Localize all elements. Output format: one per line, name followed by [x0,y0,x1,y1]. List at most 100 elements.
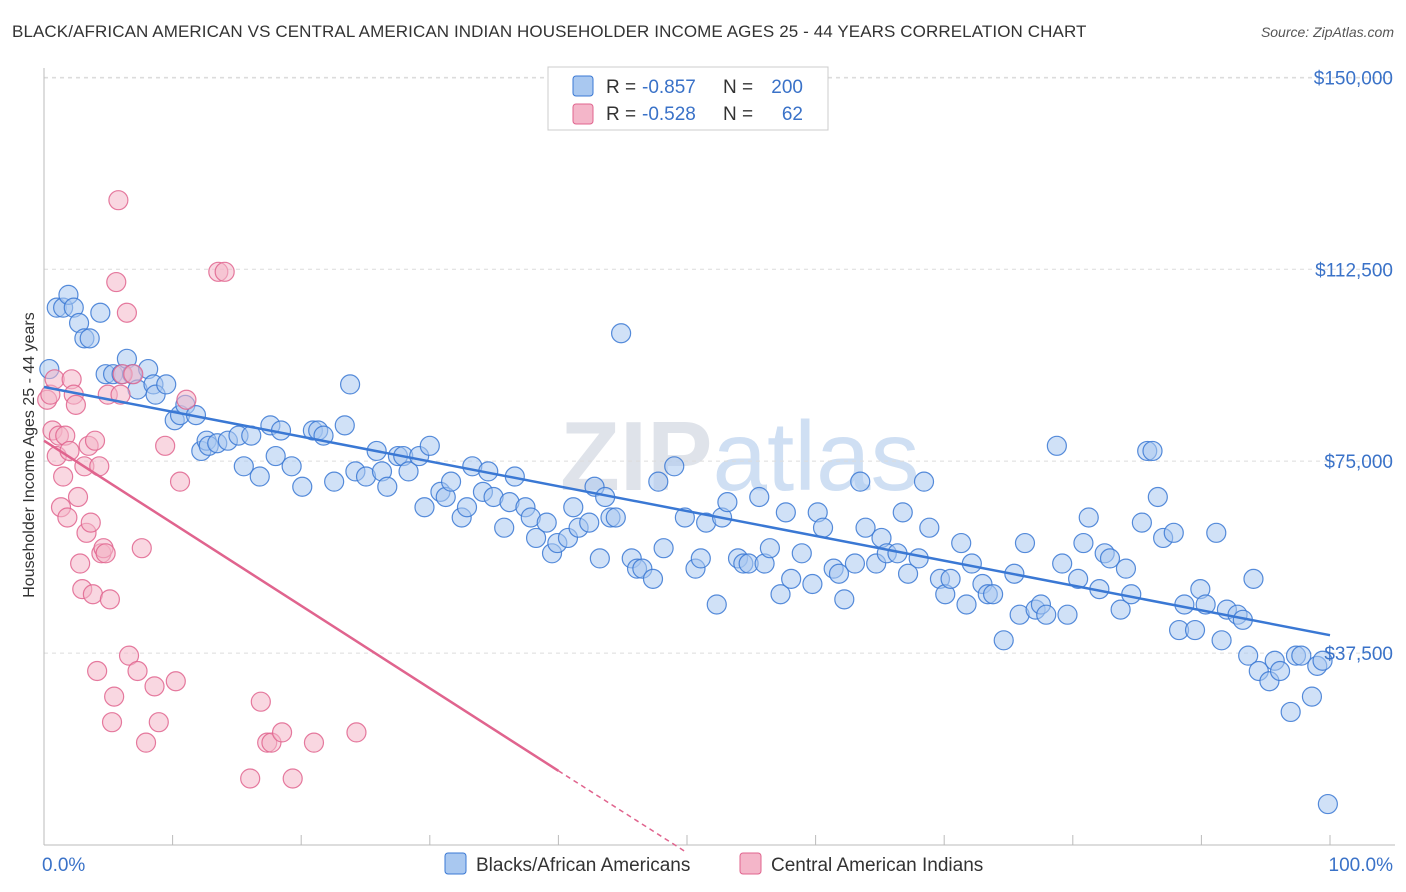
point-central-american-indians [131,538,152,559]
point-central-american-indians [214,261,235,282]
point-blacks [759,538,780,559]
point-blacks [1301,686,1323,707]
point-blacks [642,568,664,589]
point-blacks [1269,660,1291,682]
point-central-american-indians [176,389,197,410]
point-blacks [913,471,935,492]
point-central-american-indians [110,384,131,405]
point-blacks [79,328,100,349]
point-blacks [770,584,791,605]
point-blacks [90,302,111,323]
point-blacks [812,517,834,538]
y-tick-label: $112,500 [1315,260,1393,281]
legend-swatch-central-american-indians [739,852,762,875]
point-central-american-indians [106,271,127,293]
legend-box [547,66,829,131]
source-label: Source: ZipAtlas.com [1260,24,1394,40]
legend-n-value-1: 200 [771,77,803,98]
legend-n-label-2: N = [723,104,753,125]
point-blacks [951,532,972,554]
series-legend: Blacks/African Americans Central America… [444,852,983,876]
point-blacks [1291,645,1312,666]
point-central-american-indians [104,686,125,707]
point-central-american-indians [108,190,129,211]
point-blacks [1110,599,1131,620]
point-blacks [233,456,254,477]
legend-r-value-1: -0.857 [642,77,696,98]
point-blacks [1184,619,1206,641]
y-axis-label: Householder Income Ages 25 - 44 years [21,312,38,598]
y-tick-label: $37,500 [1324,644,1393,665]
point-central-american-indians [57,507,78,528]
point-central-american-indians [240,768,261,789]
point-central-american-indians [135,732,157,753]
point-central-american-indians [148,712,169,733]
point-central-american-indians [95,543,116,564]
legend-n-value-2: 62 [782,104,803,125]
point-central-american-indians [67,486,89,508]
legend-n-label-1: N = [723,77,753,98]
point-central-american-indians [99,589,120,610]
x-tick-label-max: 100.0% [1329,855,1394,876]
point-blacks [494,517,515,538]
point-central-american-indians [303,732,325,753]
point-central-american-indians [282,768,303,789]
point-central-american-indians [250,691,271,712]
point-blacks [440,471,462,492]
point-blacks [855,517,876,538]
point-blacks [844,553,866,574]
point-blacks [1163,522,1184,543]
point-blacks [334,415,355,436]
trend-line-extension [557,770,688,854]
legend-r-label-1: R = [606,77,636,98]
point-central-american-indians [82,584,103,605]
point-blacks [456,497,478,518]
point-central-american-indians [144,676,165,697]
chart-title: BLACK/AFRICAN AMERICAN VS CENTRAL AMERIC… [12,22,1087,41]
point-blacks [419,435,440,456]
point-blacks [611,323,632,344]
grid-lines [44,76,1395,654]
point-blacks [1206,522,1227,543]
point-blacks [648,471,669,492]
point-blacks [850,471,871,492]
trend-line-blacks [43,385,1331,637]
point-blacks [324,471,345,492]
point-blacks [589,548,610,569]
point-blacks [993,630,1014,651]
y-tick-label: $75,000 [1324,452,1393,473]
point-central-american-indians [165,671,186,692]
legend-label-blacks: Blacks/African Americans [476,855,690,876]
point-blacks [897,563,919,584]
point-blacks [1057,604,1078,625]
legend-swatch-blacks [444,852,467,875]
point-blacks [536,512,557,533]
trend-lines [43,385,1331,854]
point-blacks [1099,548,1121,569]
point-blacks [1121,584,1142,605]
point-blacks [1211,630,1232,651]
point-blacks [1243,568,1264,589]
point-central-american-indians [101,712,123,733]
series-blacks-points [39,284,1338,815]
point-blacks [579,512,600,533]
point-blacks [377,476,398,497]
point-blacks [339,374,361,395]
y-tick-label: $150,000 [1314,68,1393,89]
point-blacks [249,466,270,487]
point-blacks [775,502,796,523]
legend-label-central-american-indians: Central American Indians [771,855,983,876]
point-blacks [1238,645,1259,666]
point-blacks [292,476,313,497]
point-blacks [525,527,547,549]
point-blacks [398,461,419,482]
point-central-american-indians [70,553,91,574]
point-blacks [156,374,177,395]
point-blacks [919,517,940,538]
point-central-american-indians [271,722,293,743]
point-central-american-indians [80,512,101,533]
point-central-american-indians [127,660,148,682]
point-blacks [908,548,929,569]
point-blacks [1131,512,1152,533]
point-blacks [940,568,961,589]
